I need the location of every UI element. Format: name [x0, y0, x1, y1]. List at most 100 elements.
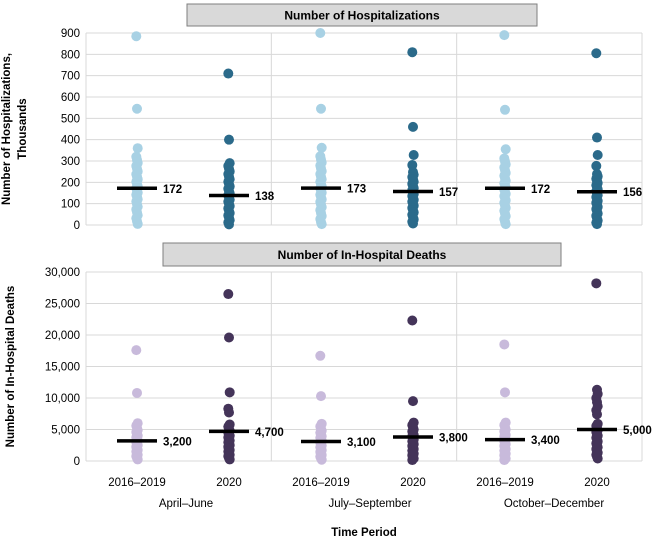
- x-tick-label: 2020: [584, 477, 610, 489]
- data-point: [591, 278, 602, 289]
- x-group-label: April–June: [159, 498, 213, 510]
- data-point: [592, 409, 602, 420]
- column-april-june-2020: 4,700: [209, 289, 284, 465]
- data-point: [131, 345, 142, 356]
- data-point: [316, 142, 327, 153]
- data-point: [500, 104, 510, 115]
- y-tick-label: 5,000: [51, 425, 80, 437]
- data-point: [316, 219, 327, 230]
- data-point: [316, 391, 326, 402]
- data-point: [407, 455, 418, 466]
- median-label: 4,700: [255, 427, 284, 439]
- data-point: [500, 387, 510, 398]
- data-point: [224, 407, 234, 418]
- median-label: 172: [163, 184, 182, 196]
- median-label: 3,400: [531, 435, 560, 447]
- data-point: [224, 387, 235, 398]
- data-point: [315, 350, 326, 361]
- data-point: [316, 103, 326, 114]
- column-july-september-2020: 3,800: [393, 315, 468, 466]
- data-point: [592, 453, 603, 464]
- x-axis-title: Time Period: [331, 527, 397, 539]
- data-point: [132, 143, 143, 154]
- data-point: [132, 218, 143, 229]
- y-tick-label: 800: [61, 49, 80, 61]
- x-tick-label: 2020: [400, 477, 426, 489]
- y-tick-label: 600: [61, 92, 80, 104]
- column-october-december-2020: 5,000: [577, 278, 652, 464]
- y-tick-label: 15,000: [45, 362, 80, 374]
- y-tick-label: 700: [61, 71, 80, 83]
- data-point: [499, 339, 510, 350]
- median-label: 157: [439, 187, 458, 199]
- data-point: [132, 387, 142, 398]
- data-point: [224, 219, 234, 230]
- median-label: 3,200: [163, 436, 192, 448]
- column-july-september-2016-2019: 3,100: [301, 350, 376, 465]
- x-axis: 2016–2019 2020 2016–2019 2020 2016–2019 2020A…: [108, 477, 610, 539]
- data-point: [408, 121, 418, 132]
- column-july-september-2016-2019: 173: [301, 28, 366, 230]
- data-point: [131, 31, 142, 42]
- column-october-december-2020: 156: [577, 48, 642, 230]
- median-label: 3,100: [347, 437, 376, 449]
- x-tick-label: 2016–2019: [292, 477, 350, 489]
- y-tick-label: 25,000: [45, 299, 80, 311]
- data-point: [224, 134, 234, 145]
- column-april-june-2016-2019: 172: [117, 31, 182, 229]
- panel-title: Number of Hospitalizations: [284, 9, 440, 23]
- data-point: [499, 455, 510, 466]
- panel-title-box: [162, 242, 562, 267]
- median-label: 138: [255, 191, 275, 203]
- panel-title-box: [186, 3, 538, 27]
- column-october-december-2016-2019: 172: [485, 30, 550, 230]
- data-point: [408, 218, 418, 229]
- y-tick-label: 200: [61, 177, 80, 189]
- panel-in-hospital-deaths: 30,000 25,000 20,000 15,000 10,000 5,000 0 Numb…: [5, 242, 652, 468]
- x-group-label: October–December: [504, 498, 605, 510]
- data-point: [315, 28, 326, 38]
- data-point: [408, 396, 418, 407]
- y-tick-label: 300: [61, 156, 80, 168]
- y-tick-label: 10,000: [45, 393, 80, 405]
- data-point: [408, 150, 419, 161]
- median-label: 172: [531, 184, 550, 196]
- median-label: 173: [347, 184, 366, 196]
- y-tick-label: 400: [61, 135, 80, 147]
- y-axis-title: Thousands: [17, 98, 29, 159]
- data-point: [500, 144, 511, 155]
- data-point: [499, 30, 510, 41]
- data-point: [591, 48, 602, 59]
- data-point: [224, 454, 235, 465]
- x-tick-label: 2016–2019: [108, 477, 166, 489]
- y-tick-label: 0: [74, 220, 80, 232]
- median-label: 5,000: [623, 425, 652, 437]
- x-tick-label: 2016–2019: [476, 477, 534, 489]
- y-tick-label: 0: [74, 456, 80, 468]
- data-point: [407, 47, 418, 58]
- y-tick-label: 500: [61, 113, 80, 125]
- data-point: [223, 289, 234, 300]
- y-tick-label: 900: [61, 28, 80, 40]
- y-tick-label: 30,000: [45, 267, 80, 279]
- column-july-september-2020: 157: [393, 47, 458, 229]
- data-point: [224, 332, 234, 343]
- data-point: [132, 454, 143, 465]
- data-point: [592, 150, 603, 161]
- column-october-december-2016-2019: 3,400: [485, 339, 560, 466]
- data-point: [407, 315, 418, 326]
- data-point: [132, 103, 142, 114]
- data-point: [223, 68, 234, 79]
- data-point: [316, 454, 327, 465]
- y-axis-title: Number of Hospitalizations,: [1, 53, 13, 205]
- data-point: [591, 160, 602, 171]
- y-tick-label: 100: [61, 199, 80, 211]
- panel-hospitalizations: 900 800 700 600 500 400 300 200 100 0 Number of Ho…: [1, 3, 643, 232]
- x-tick-label: 2020: [216, 477, 242, 489]
- data-point: [592, 219, 602, 230]
- median-label: 3,800: [439, 433, 468, 445]
- column-april-june-2020: 138: [209, 68, 275, 230]
- data-point: [500, 219, 511, 230]
